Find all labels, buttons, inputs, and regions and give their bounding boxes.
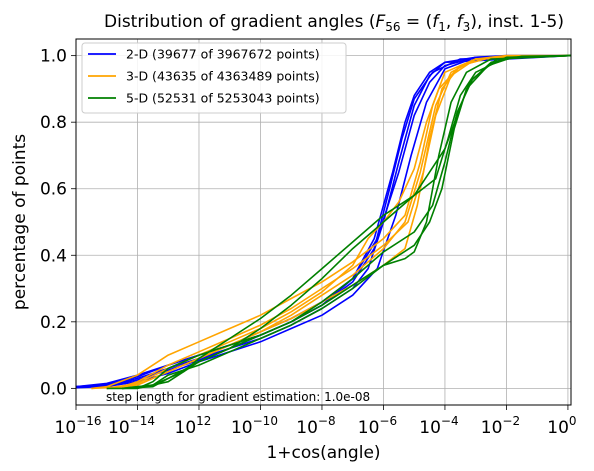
y-tick-label: 0.2 [40, 313, 67, 333]
x-tick-label: 10−8 [296, 414, 335, 438]
y-tick-label: 0.6 [40, 180, 67, 200]
chart-title: Distribution of gradient angles (F56 = (… [104, 12, 564, 34]
series-2-curve-2 [91, 54, 571, 390]
axes-frame [75, 38, 572, 406]
y-axis-label: percentage of points [10, 134, 30, 310]
step-length-annotation: step length for gradient estimation: 1.0… [106, 390, 370, 404]
legend-box [81, 42, 347, 114]
series-3-curve-5 [122, 54, 571, 390]
x-tick-label: 10−14 [108, 414, 155, 438]
series-2-curve-1 [91, 54, 571, 390]
x-tick-label: 10−6 [358, 414, 397, 438]
y-tick-label: 1.0 [40, 47, 67, 67]
legend-entry-label: 2-D (39677 of 3967672 points) [126, 47, 320, 62]
x-tick-label: 10−10 [231, 414, 278, 438]
legend-entry-label: 5-D (52531 of 5253043 points) [126, 91, 320, 106]
x-axis-label: 1+cos(angle) [266, 443, 380, 463]
y-axis-ticks: 0.0 0.2 0.4 0.6 0.8 1.0 [40, 47, 76, 399]
x-tick-label: 10−4 [419, 414, 458, 438]
x-tick-label: 10−16 [55, 414, 102, 438]
x-tick-label: 100 [547, 414, 576, 438]
y-tick-label: 0.0 [40, 379, 67, 399]
legend: 2-D (39677 of 3967672 points) 3-D (43635 … [81, 42, 347, 114]
x-tick-label: 10−2 [481, 414, 520, 438]
y-tick-label: 0.4 [40, 246, 67, 266]
x-axis-ticks: 10−16 10−14 1012 10−10 10−8 10−6 10−4 10−2 100 [55, 405, 577, 438]
curves-layer [76, 54, 571, 390]
plot-area [76, 54, 571, 390]
y-tick-label: 0.8 [40, 113, 67, 133]
series-3-curve-3 [137, 54, 571, 390]
series-3-curve-2 [122, 54, 571, 390]
x-tick-label: 1012 [175, 414, 212, 438]
legend-entry-label: 3-D (43635 of 4363489 points) [126, 69, 320, 84]
